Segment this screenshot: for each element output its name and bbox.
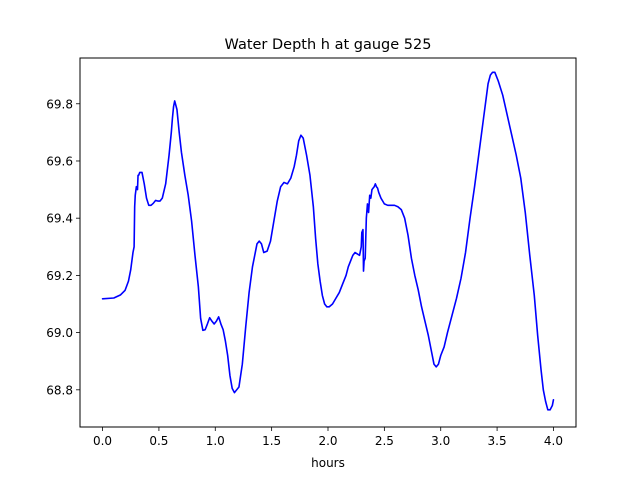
x-tick-label: 0.5 — [149, 434, 168, 448]
y-tick-label: 69.4 — [46, 212, 73, 226]
x-axis: 0.0 0.5 1.0 1.5 2.0 2.5 3.0 3.5 4.0 — [93, 427, 563, 448]
x-tick-label: 4.0 — [544, 434, 563, 448]
y-axis: 68.8 69.0 69.2 69.4 69.6 69.8 — [46, 97, 80, 397]
chart-title: Water Depth h at gauge 525 — [225, 37, 432, 53]
y-tick-label: 69.2 — [46, 269, 73, 283]
x-tick-label: 2.0 — [318, 434, 337, 448]
x-tick-label: 3.5 — [488, 434, 507, 448]
y-tick-label: 69.8 — [46, 97, 73, 111]
plot-area — [101, 71, 555, 411]
x-tick-label: 1.5 — [262, 434, 281, 448]
y-tick-label: 68.8 — [46, 383, 73, 397]
x-tick-label: 1.0 — [206, 434, 225, 448]
y-tick-label: 69.6 — [46, 154, 73, 168]
x-tick-label: 3.0 — [431, 434, 450, 448]
y-tick-label: 69.0 — [46, 326, 73, 340]
series-line-0 — [101, 71, 555, 411]
x-tick-label: 2.5 — [375, 434, 394, 448]
x-tick-label: 0.0 — [93, 434, 112, 448]
x-axis-label: hours — [311, 456, 345, 470]
